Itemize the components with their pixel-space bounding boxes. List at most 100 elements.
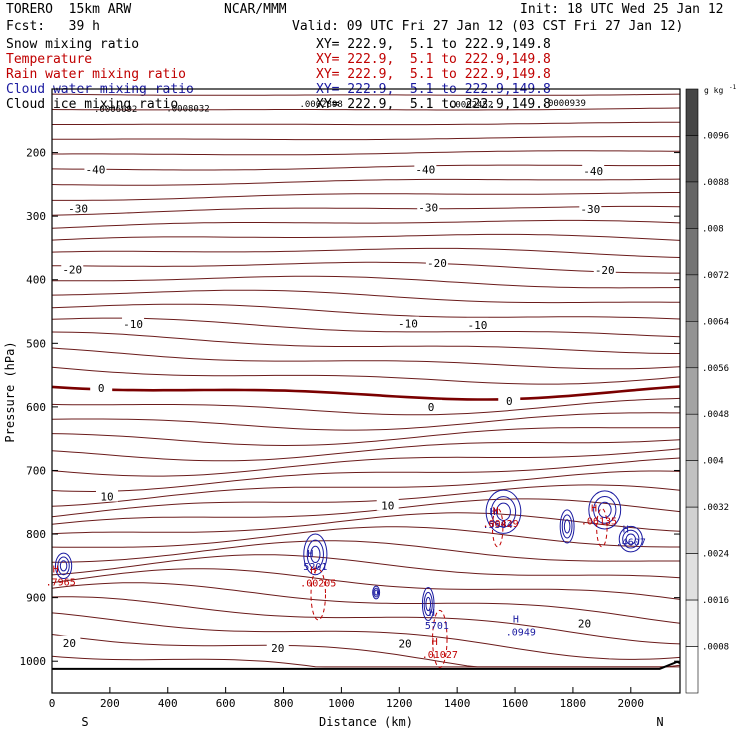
x-tick-label: 1600 [502, 697, 529, 710]
label-mask [466, 317, 489, 330]
cloud-water-contour [496, 502, 511, 521]
temperature-label: 0 [506, 395, 513, 408]
maximum-value: .00429 [483, 519, 519, 530]
isotherm [51, 526, 680, 548]
cloud-water-contour [306, 539, 324, 570]
label-mask [67, 201, 90, 214]
isotherm [52, 136, 680, 141]
cloud-water-contour [57, 556, 70, 576]
label-mask [90, 380, 113, 393]
maximum-marker: H [490, 507, 496, 518]
surface-line [52, 660, 681, 670]
maximum-label: .0002898 [299, 100, 342, 110]
isotherm [51, 582, 681, 624]
isotherm [51, 317, 681, 338]
y-tick-label: 200 [26, 147, 46, 160]
colorbar-tick-label: .0088 [702, 178, 729, 188]
field-xy-cloud-ice: XY= 222.9, 5.1 to 222.9,149.8 [316, 97, 551, 112]
isotherm [51, 554, 681, 579]
maximum-value: 5701 [425, 621, 449, 632]
temperature-label: 20 [578, 618, 591, 631]
isotherm [51, 331, 680, 354]
cloud-water-contour [559, 509, 575, 544]
temperature-label: -40 [583, 165, 603, 178]
isotherm [51, 427, 681, 447]
colorbar-segment [685, 181, 699, 229]
isotherm [51, 93, 681, 96]
cloud-water-contour [588, 490, 622, 530]
cloud-water-contour [561, 514, 573, 539]
temperature-label: 10 [381, 499, 394, 512]
hydrometeor-contours [54, 489, 643, 669]
maximum-marker: H [307, 549, 313, 560]
x-tick-label: 0 [49, 697, 56, 710]
label-mask [84, 162, 107, 175]
isotherm [51, 540, 680, 563]
isotherm [51, 107, 681, 111]
isotherm [51, 289, 681, 304]
valid-time: Valid: 09 UTC Fri 27 Jan 12 (03 CST Fri … [292, 19, 684, 34]
y-tick-label: 400 [26, 274, 46, 287]
isotherm [52, 150, 680, 156]
cloud-water-contour [618, 525, 643, 553]
cloud-water-contour [485, 489, 522, 534]
isotherm [51, 568, 681, 600]
maximum-label: .0006692 [94, 105, 137, 115]
isotherm [51, 612, 681, 660]
maximum-marker: H [432, 637, 438, 648]
label-mask [593, 263, 616, 276]
isotherm [52, 121, 680, 126]
rain-contour [596, 508, 608, 548]
isotherm [51, 366, 681, 385]
label-mask [573, 616, 596, 629]
label-mask [376, 498, 399, 511]
y-tick-label: 600 [26, 401, 46, 414]
cloud-water-contour [593, 496, 617, 524]
x-tick-label: 1000 [328, 697, 355, 710]
isotherm [51, 512, 681, 535]
maximum-value: 5201 [303, 562, 327, 573]
field-xy-temperature: XY= 222.9, 5.1 to 222.9,149.8 [316, 52, 551, 67]
maximum-marker: H [623, 524, 629, 535]
axes: 0 200 400 600 800 1000 1200 1400 1600 1800 2000200… [20, 147, 680, 710]
y-tick-label: 900 [26, 592, 46, 605]
temperature-contours [51, 93, 681, 670]
maximum-marker: H [513, 615, 519, 626]
colorbar-tick-label: .0064 [702, 317, 729, 327]
temperature-label: -30 [580, 203, 600, 216]
isotherm [51, 634, 681, 668]
field-xy-snow: XY= 222.9, 5.1 to 222.9,149.8 [316, 37, 551, 52]
colorbar: .0096 .0088 .008 .0072 .0064 .0056 .0048 .004 .0… [685, 88, 729, 694]
x-tick-label: 1400 [444, 697, 471, 710]
y-tick-label: 700 [26, 464, 46, 477]
maximum-label: .0008032 [166, 104, 209, 114]
colorbar-segment [685, 135, 699, 183]
cloud-water-contour [374, 589, 379, 596]
colorbar-segment [685, 413, 699, 461]
isotherm [52, 275, 681, 289]
cloud-water-contour [54, 552, 73, 580]
isotherm [51, 385, 681, 401]
temperature-label: 0 [428, 401, 435, 414]
colorbar-tick-label: .0072 [702, 271, 729, 281]
maximum-value: .5584 [483, 520, 513, 531]
temperature-label: 0 [98, 382, 105, 395]
x-tick-label: 400 [158, 697, 178, 710]
maximum-marker: H [310, 566, 316, 577]
isotherm [51, 484, 681, 518]
temperature-label: -30 [68, 203, 88, 216]
colorbar-segment [685, 599, 699, 647]
maximum-value: .01027 [422, 650, 458, 661]
temperature-label: 10 [100, 491, 113, 504]
label-mask [498, 394, 521, 407]
cloud-water-contour [59, 560, 68, 572]
label-mask [417, 200, 440, 213]
x-tick-label: 600 [216, 697, 236, 710]
colorbar-segment [685, 274, 699, 322]
temperature-label: -10 [398, 318, 418, 331]
maximum-label: .0002452 [450, 100, 493, 110]
isotherm [51, 412, 680, 431]
maximum-value: .00205 [300, 579, 336, 590]
colorbar-segment [685, 646, 699, 694]
